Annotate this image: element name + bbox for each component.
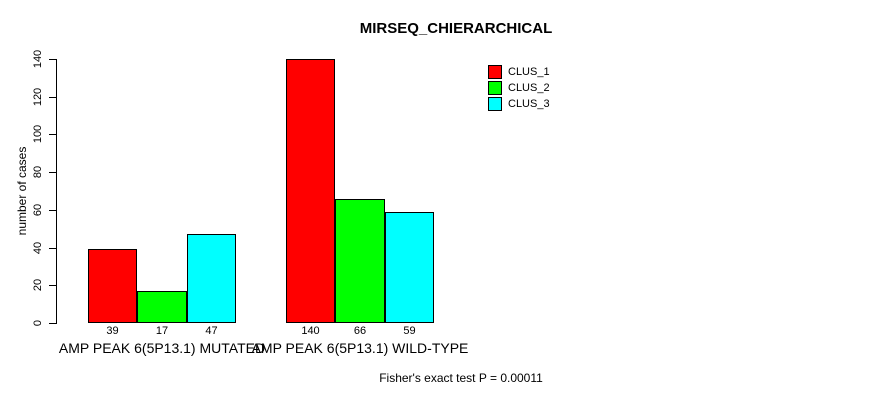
bar-value-label: 140 [301, 325, 320, 337]
legend-item-clus_2: CLUS_2 [488, 80, 550, 96]
y-axis-tick [49, 59, 57, 60]
y-axis-tick-label: 120 [32, 87, 44, 107]
y-axis-tick-label: 60 [32, 203, 44, 217]
y-axis-line [56, 59, 57, 324]
y-axis-tick [49, 323, 57, 324]
bar-clus_1-group1 [88, 249, 137, 323]
footer-annotation: Fisher's exact test P = 0.00011 [379, 371, 543, 385]
bar-clus_1-group2 [286, 59, 335, 323]
bar-clus_3-group1 [187, 234, 236, 323]
x-axis-group-label-1: AMP PEAK 6(5P13.1) MUTATED [58, 340, 266, 356]
bar-value-label: 47 [205, 325, 218, 337]
y-axis-tick [49, 285, 57, 286]
legend-swatch-clus_1 [488, 65, 502, 79]
y-axis-tick-label: 0 [32, 319, 44, 327]
legend-swatch-clus_2 [488, 81, 502, 95]
bar-value-label: 17 [155, 325, 169, 337]
y-axis-tick-label: 20 [32, 278, 44, 292]
bar-clus_2-group1 [137, 291, 187, 323]
bar-value-label: 59 [403, 325, 416, 337]
legend-item-clus_3: CLUS_3 [488, 96, 550, 112]
y-axis-tick [49, 210, 57, 211]
y-axis-tick [49, 134, 57, 135]
legend-label: CLUS_3 [508, 98, 550, 110]
bar-clus_3-group2 [385, 212, 434, 323]
y-axis-tick-label: 80 [32, 165, 44, 179]
y-axis-tick-label: 40 [32, 241, 44, 255]
y-axis-tick-label: 140 [32, 49, 44, 69]
bar-value-label: 66 [353, 325, 367, 337]
y-axis-tick [49, 248, 57, 249]
y-axis-tick [49, 172, 57, 173]
y-axis-tick [49, 97, 57, 98]
y-axis-tick-label: 100 [32, 124, 44, 144]
bar-clus_2-group2 [335, 199, 385, 323]
legend-label: CLUS_1 [508, 66, 550, 78]
legend-label: CLUS_2 [508, 82, 550, 94]
bar-value-label: 39 [106, 325, 119, 337]
legend-item-clus_1: CLUS_1 [488, 64, 550, 80]
legend: CLUS_1 CLUS_2 CLUS_3 [488, 64, 550, 112]
chart-title: MIRSEQ_CHIERARCHICAL [359, 20, 553, 37]
x-axis-group-label-2: AMP PEAK 6(5P13.1) WILD-TYPE [251, 340, 469, 356]
legend-swatch-clus_3 [488, 97, 502, 111]
